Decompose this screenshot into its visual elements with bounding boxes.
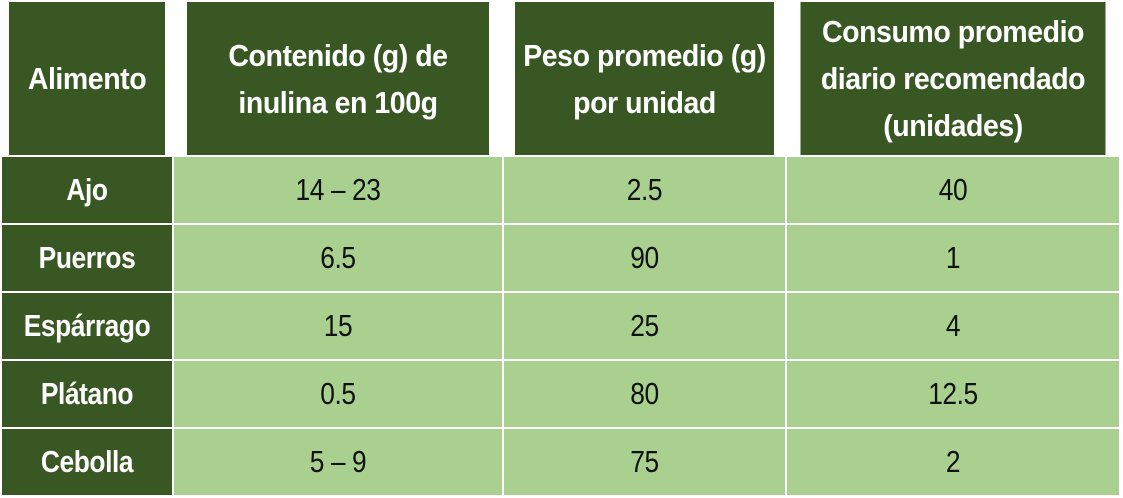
cell-inulina: 0.5 <box>172 359 504 429</box>
header-row: Alimento Contenido (g) de inulina en 100… <box>1 0 1120 157</box>
cell-consumo: 12.5 <box>785 359 1121 429</box>
table-row: Espárrago 15 25 4 <box>0 291 1121 361</box>
row-label: Ajo <box>0 155 174 225</box>
cell-inulina: 14 – 23 <box>172 155 504 225</box>
cell-peso: 2.5 <box>502 155 787 225</box>
row-label: Espárrago <box>0 291 174 361</box>
cell-inulina: 6.5 <box>172 223 504 293</box>
header-alimento: Alimento <box>6 0 168 157</box>
cell-peso: 25 <box>502 291 787 361</box>
cell-consumo: 2 <box>785 427 1121 497</box>
row-label: Plátano <box>0 359 174 429</box>
cell-consumo: 1 <box>785 223 1121 293</box>
row-label: Cebolla <box>0 427 174 497</box>
header-contenido-inulina: Contenido (g) de inulina en 100g <box>185 0 491 157</box>
cell-inulina: 15 <box>172 291 504 361</box>
cell-inulina: 5 – 9 <box>172 427 504 497</box>
header-consumo-diario: Consumo promedio diario recomendado (uni… <box>798 0 1108 157</box>
table-row: Ajo 14 – 23 2.5 40 <box>0 155 1121 225</box>
cell-peso: 80 <box>502 359 787 429</box>
cell-peso: 90 <box>502 223 787 293</box>
header-peso-promedio: Peso promedio (g) por unidad <box>513 0 776 157</box>
table-row: Cebolla 5 – 9 75 2 <box>0 427 1121 497</box>
table-row: Plátano 0.5 80 12.5 <box>0 359 1121 429</box>
cell-consumo: 4 <box>785 291 1121 361</box>
cell-consumo: 40 <box>785 155 1121 225</box>
row-label: Puerros <box>0 223 174 293</box>
cell-peso: 75 <box>502 427 787 497</box>
table-row: Puerros 6.5 90 1 <box>0 223 1121 293</box>
